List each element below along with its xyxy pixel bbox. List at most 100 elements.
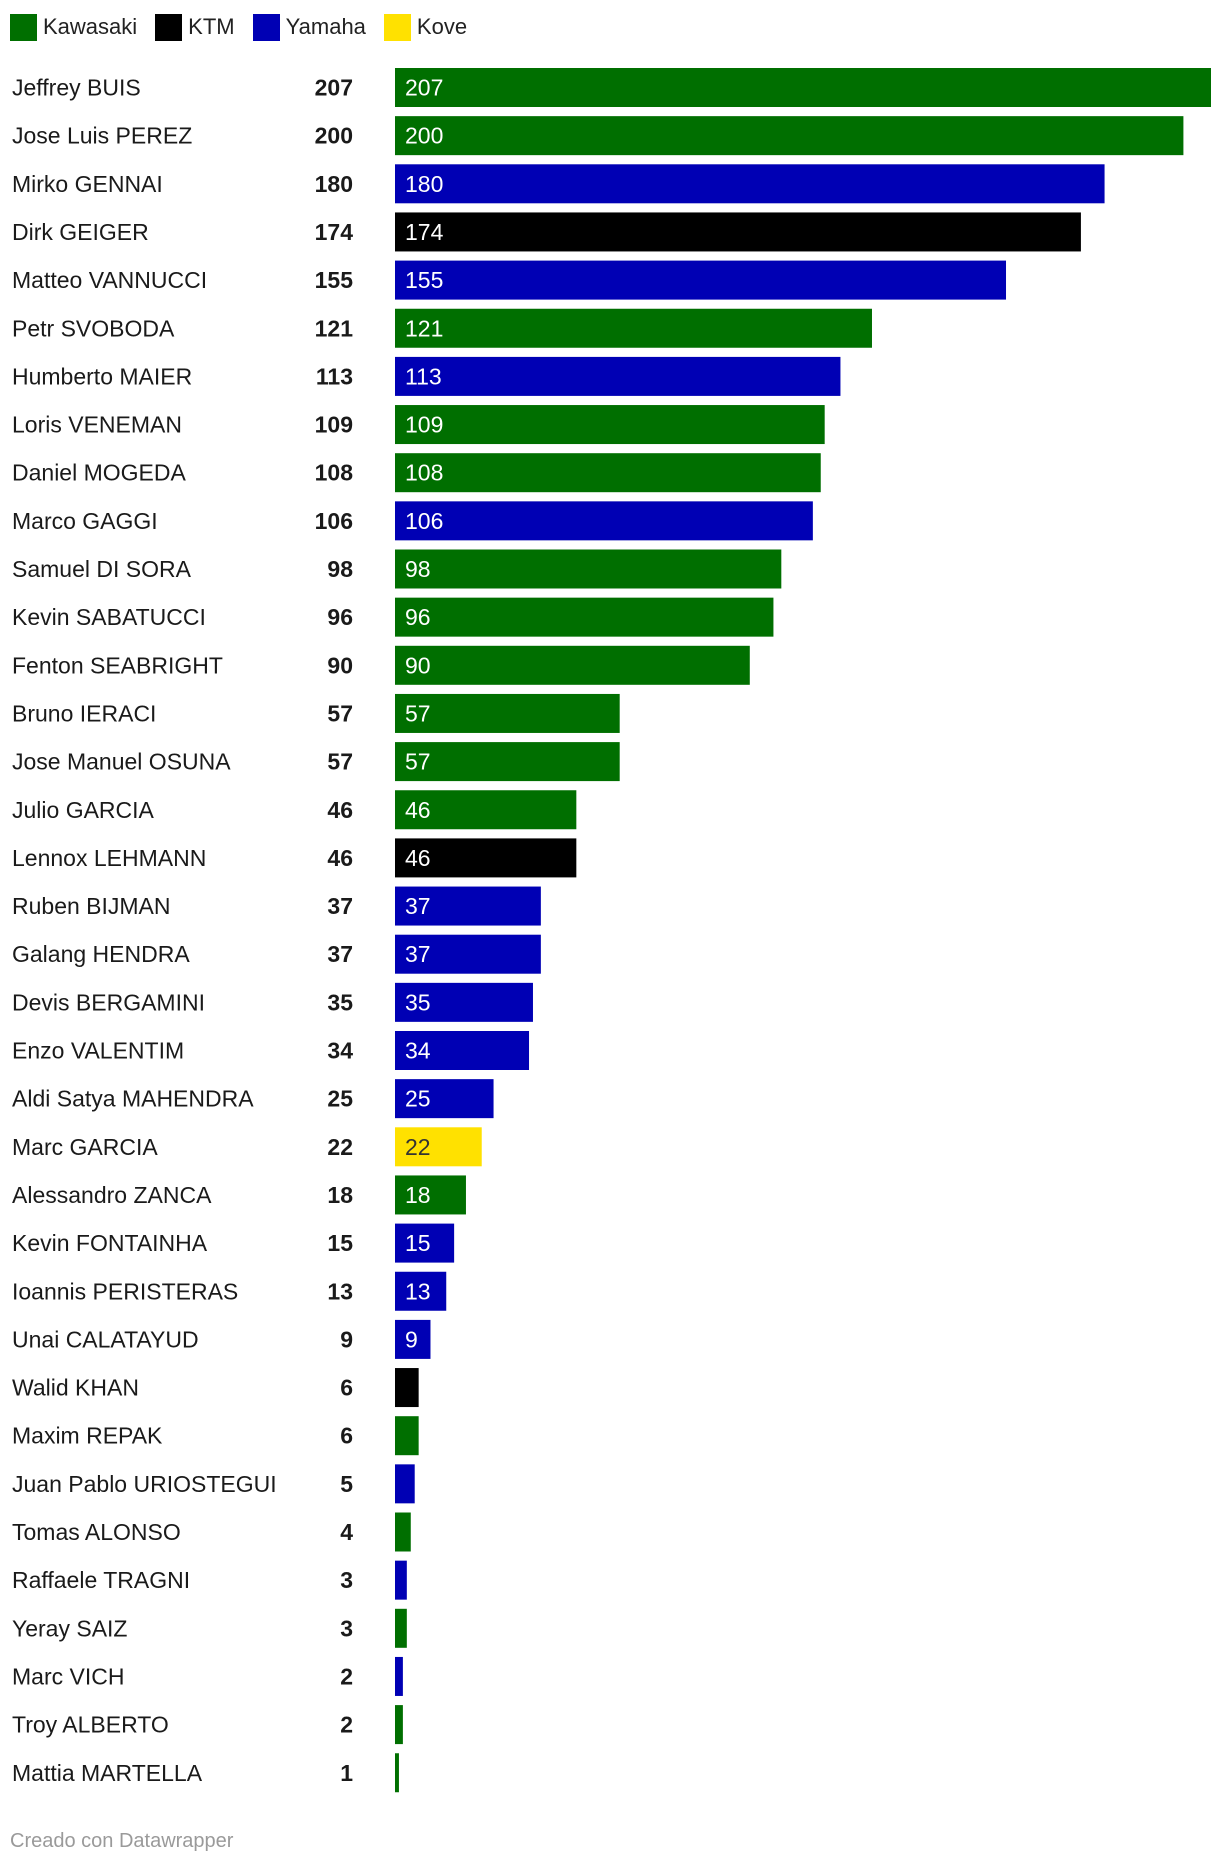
bar-kawasaki (395, 790, 577, 830)
chart-legend: Kawasaki KTM Yamaha Kove (10, 10, 485, 44)
bar-value-label: 155 (405, 267, 443, 293)
bar-kawasaki (395, 116, 1184, 156)
rider-name: Jose Luis PEREZ (12, 123, 192, 149)
rider-name: Galang HENDRA (12, 941, 190, 967)
bar-row: Galang HENDRA 37 37 (12, 934, 541, 974)
bar-kawasaki (395, 405, 825, 445)
bar-yamaha (395, 934, 541, 974)
legend-label: Kawasaki (43, 14, 138, 39)
rider-name: Enzo VALENTIM (12, 1038, 184, 1064)
bar-row: Matteo VANNUCCI 155 155 (12, 260, 1007, 300)
bar-row: Troy ALBERTO 2 (12, 1705, 403, 1745)
points-total: 6 (340, 1375, 353, 1401)
points-total: 207 (315, 75, 353, 101)
bar-kawasaki (395, 1608, 407, 1648)
bar-row: Julio GARCIA 46 46 (12, 790, 577, 830)
rider-name: Unai CALATAYUD (12, 1326, 199, 1352)
points-total: 2 (340, 1663, 353, 1689)
bar-value-label: 98 (405, 556, 431, 582)
bar-yamaha (395, 1319, 431, 1359)
legend-item-kawasaki: Kawasaki (10, 13, 138, 41)
bar-row: Jeffrey BUIS 207 207 (12, 68, 1211, 107)
bar-kawasaki (395, 597, 774, 637)
rider-name: Ioannis PERISTERAS (12, 1278, 238, 1304)
rider-name: Tomas ALONSO (12, 1519, 181, 1545)
bar-kawasaki (395, 308, 872, 348)
bar-kawasaki (395, 1512, 411, 1552)
bar-row: Loris VENEMAN 109 109 (12, 405, 825, 445)
bar-row: Samuel DI SORA 98 98 (12, 549, 782, 589)
rider-name: Humberto MAIER (12, 363, 192, 389)
bar-kawasaki (395, 645, 750, 685)
bar-row: Kevin SABATUCCI 96 96 (12, 597, 774, 637)
bar-value-label: 35 (405, 989, 431, 1015)
bar-row: Jose Luis PEREZ 200 200 (12, 116, 1184, 156)
bar-value-label: 18 (405, 1182, 431, 1208)
points-total: 2 (340, 1712, 353, 1738)
bar-row: Mirko GENNAI 180 180 (12, 164, 1105, 204)
rider-name: Yeray SAIZ (12, 1615, 127, 1641)
points-total: 57 (327, 749, 353, 775)
bar-row: Juan Pablo URIOSTEGUI 5 (12, 1464, 415, 1504)
bar-yamaha (395, 1223, 455, 1263)
bar-value-label: 90 (405, 652, 431, 678)
bar-value-label: 46 (405, 797, 431, 823)
rider-name: Raffaele TRAGNI (12, 1567, 190, 1593)
bar-yamaha (395, 1560, 407, 1600)
bar-row: Jose Manuel OSUNA 57 57 (12, 742, 620, 782)
bar-kawasaki (395, 549, 782, 589)
rider-name: Lennox LEHMANN (12, 845, 206, 871)
rider-name: Petr SVOBODA (12, 315, 175, 341)
bar-value-label: 57 (405, 749, 431, 775)
legend-item-yamaha: Yamaha (252, 13, 366, 41)
bar-kawasaki (395, 68, 1211, 107)
points-total: 121 (315, 315, 354, 341)
bar-yamaha (395, 1079, 494, 1119)
rider-name: Mattia MARTELLA (12, 1760, 203, 1786)
points-total: 113 (316, 363, 353, 389)
rider-name: Troy ALBERTO (12, 1712, 169, 1738)
bar-yamaha (395, 886, 541, 926)
rider-name: Ruben BIJMAN (12, 893, 171, 919)
points-total: 106 (315, 508, 353, 534)
bar-kawasaki (395, 742, 620, 782)
legend-item-kove: Kove (383, 13, 467, 41)
rider-name: Kevin SABATUCCI (12, 604, 206, 630)
rider-name: Matteo VANNUCCI (12, 267, 207, 293)
rider-name: Jeffrey BUIS (12, 75, 141, 101)
bar-row: Devis BERGAMINI 35 35 (12, 982, 533, 1022)
bar-value-label: 13 (405, 1278, 431, 1304)
bar-value-label: 46 (405, 845, 431, 871)
points-total: 46 (327, 797, 353, 823)
points-total: 180 (315, 171, 353, 197)
bar-value-label: 121 (405, 315, 443, 341)
bar-yamaha (395, 1656, 403, 1696)
bar-row: Enzo VALENTIM 34 34 (12, 1031, 530, 1070)
points-total: 25 (327, 1086, 353, 1112)
points-total: 108 (315, 460, 354, 486)
points-total: 15 (327, 1230, 353, 1256)
bar-row: Dirk GEIGER 174 174 (12, 212, 1081, 252)
points-total: 18 (327, 1182, 353, 1208)
points-total: 174 (315, 219, 354, 245)
bar-yamaha (395, 164, 1105, 204)
rider-name: Devis BERGAMINI (12, 989, 205, 1015)
footer-credit: Creado con Datawrapper (10, 1830, 234, 1852)
bar-ktm (395, 212, 1081, 252)
bar-value-label: 106 (405, 508, 443, 534)
bar-value-label: 37 (405, 893, 431, 919)
points-total: 3 (340, 1567, 353, 1593)
points-total: 96 (327, 604, 353, 630)
bar-row: Tomas ALONSO 4 (12, 1512, 411, 1552)
bar-yamaha (395, 501, 813, 541)
rider-name: Fenton SEABRIGHT (12, 652, 223, 678)
points-total: 5 (340, 1471, 353, 1497)
rider-name: Walid KHAN (12, 1375, 139, 1401)
rider-name: Julio GARCIA (12, 797, 155, 823)
bar-value-label: 25 (405, 1086, 431, 1112)
bar-kawasaki (395, 693, 620, 733)
points-total: 9 (340, 1326, 353, 1352)
bar-value-label: 22 (405, 1134, 431, 1160)
bar-row: Humberto MAIER 113 113 (12, 356, 841, 396)
bar-yamaha (395, 356, 841, 396)
